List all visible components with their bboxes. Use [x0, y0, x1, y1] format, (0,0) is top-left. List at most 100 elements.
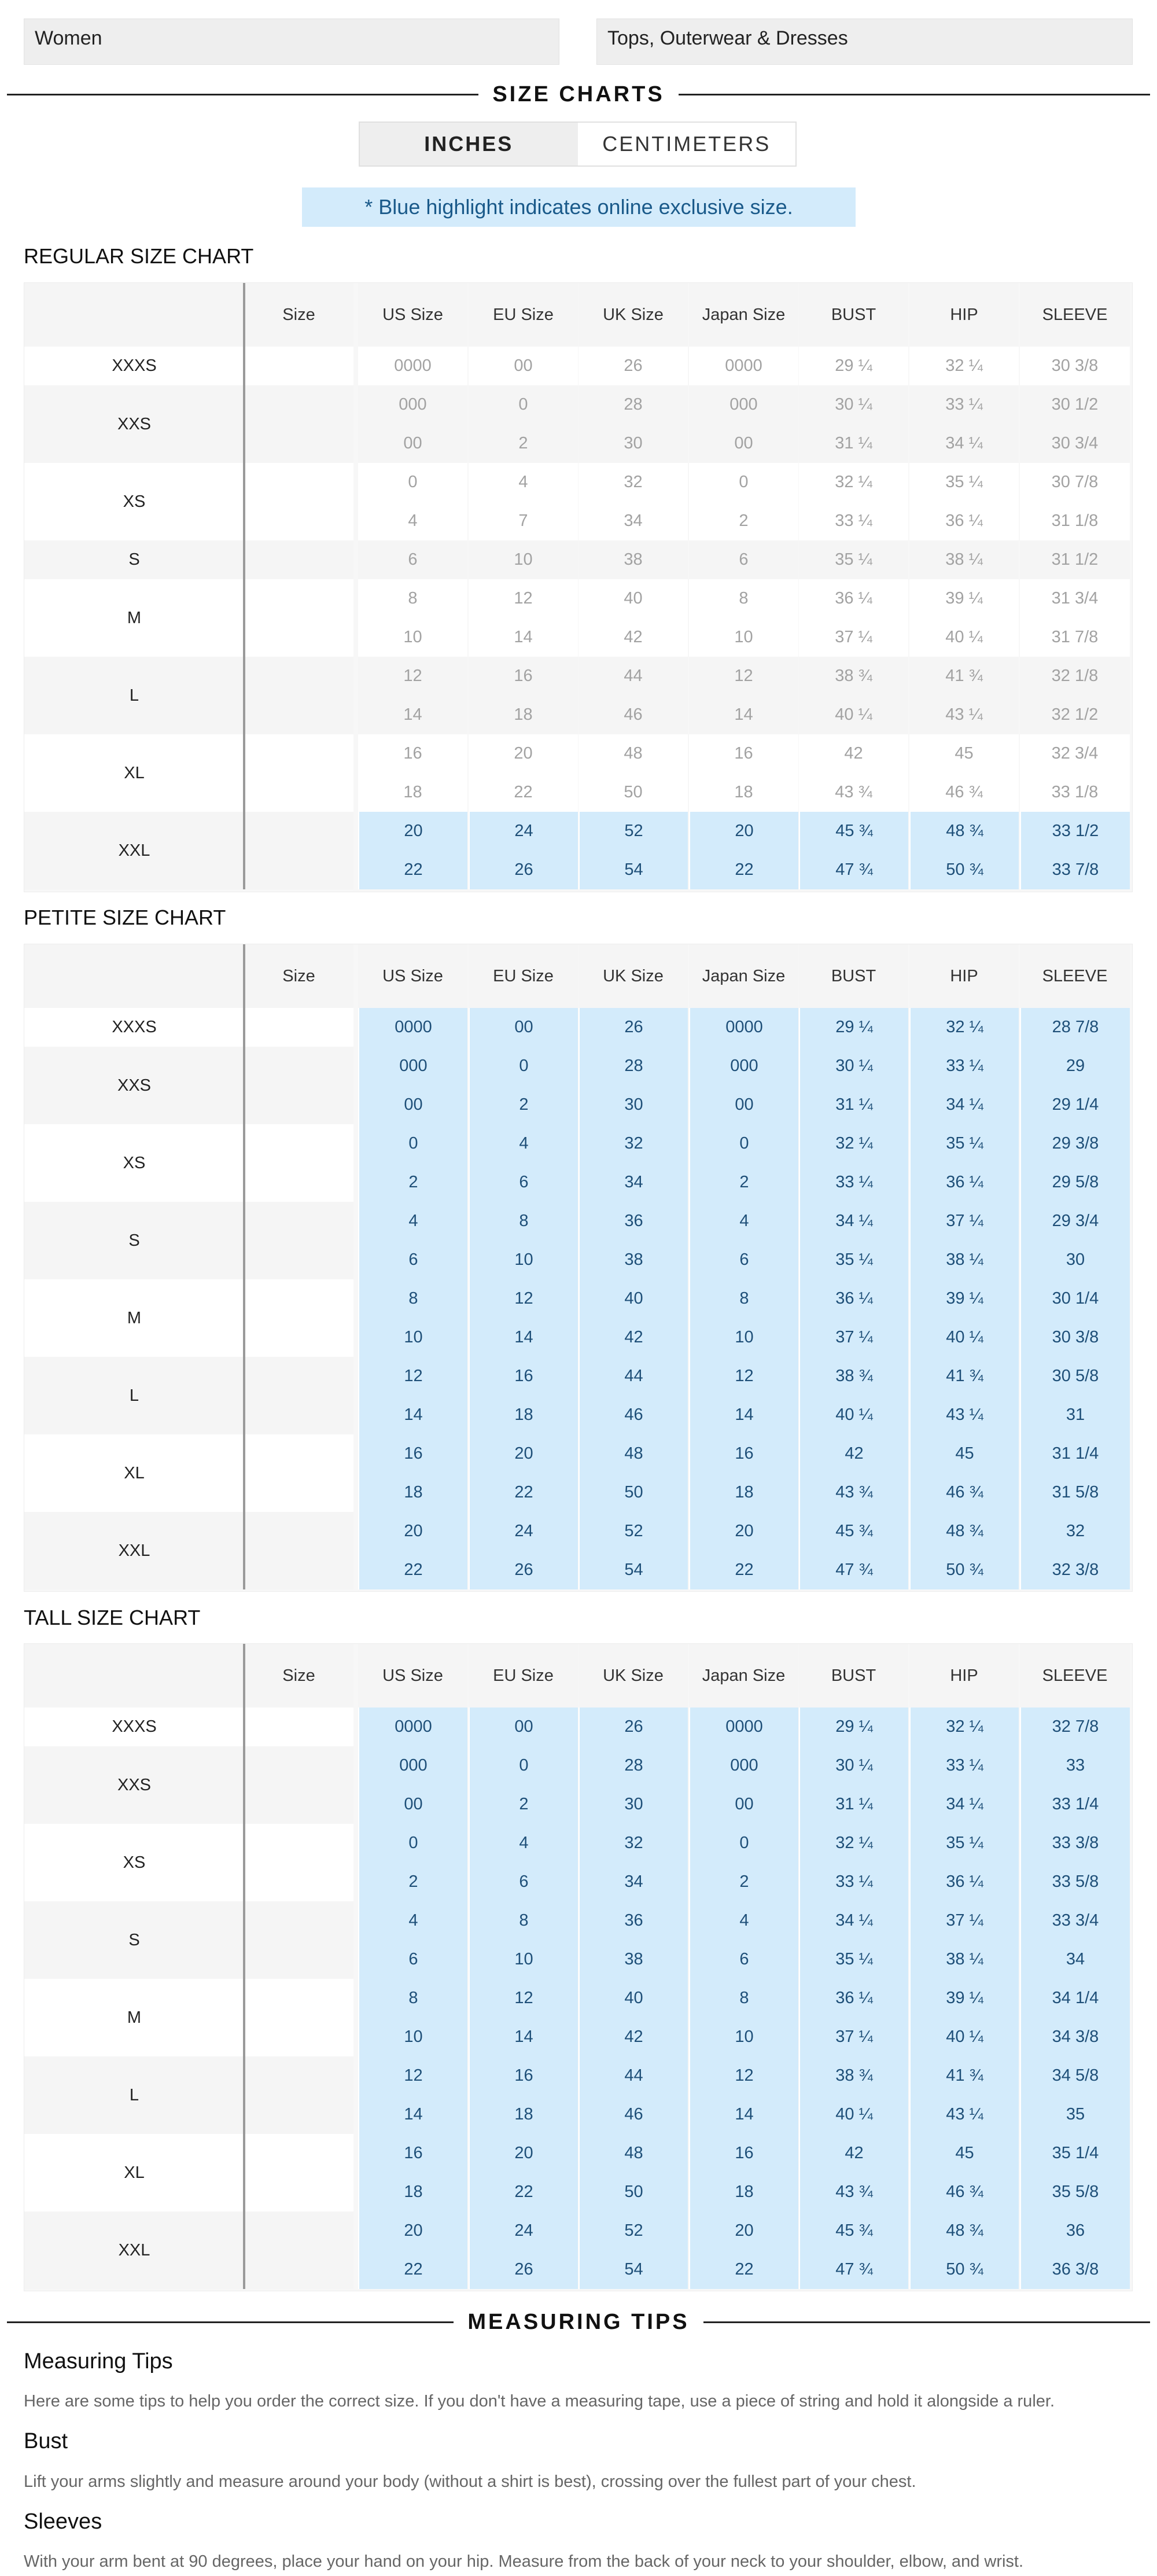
size-spacer — [244, 812, 353, 889]
sleeve-value: 33 — [1020, 1746, 1130, 1785]
hip-value: 48 ¾ — [909, 812, 1019, 851]
japan-size-value: 2 — [689, 1163, 798, 1202]
hip-value: 32 ¼ — [909, 1707, 1019, 1746]
us-size-value: 0000 — [358, 1707, 467, 1746]
size-spacer — [244, 579, 353, 657]
size-label: S — [24, 540, 244, 579]
us-size-value: 14 — [358, 2095, 467, 2134]
eu-size-value: 20 — [469, 2134, 578, 2173]
size-label: XXL — [24, 812, 244, 889]
tall-size-chart: Size US Size EU Size UK Size Japan Size BUST H… — [24, 1643, 1133, 2291]
us-size-value: 10 — [358, 2018, 467, 2056]
hip-value: 39 ¼ — [909, 1979, 1019, 2018]
bust-value: 45 ¾ — [799, 1512, 908, 1551]
uk-size-value: 52 — [578, 2211, 688, 2250]
bust-value: 33 ¼ — [799, 502, 908, 540]
uk-size-value: 34 — [578, 1863, 688, 1901]
size-label: XS — [24, 1124, 244, 1202]
hip-value: 32 ¼ — [909, 347, 1019, 385]
us-size-value: 20 — [358, 2211, 467, 2250]
hip-value: 34 ¼ — [909, 424, 1019, 463]
eu-size-value: 26 — [469, 851, 578, 889]
category-select[interactable]: Tops, Outerwear & Dresses — [596, 19, 1133, 65]
uk-size-value: 26 — [578, 1707, 688, 1746]
eu-size-value: 00 — [469, 1008, 578, 1047]
hip-value: 41 ¾ — [909, 1357, 1019, 1396]
hip-value: 43 ¼ — [909, 1396, 1019, 1434]
japan-size-value: 16 — [689, 734, 798, 773]
hip-value: 48 ¾ — [909, 1512, 1019, 1551]
eu-size-value: 18 — [469, 695, 578, 734]
bust-value: 31 ¼ — [799, 424, 908, 463]
eu-size-value: 6 — [469, 1863, 578, 1901]
hip-value: 34 ¼ — [909, 1085, 1019, 1124]
sleeve-value: 33 5/8 — [1020, 1863, 1130, 1901]
japan-size-value: 18 — [689, 1473, 798, 1512]
uk-size-value: 40 — [578, 1979, 688, 2018]
column-header: Japan Size — [689, 1644, 798, 1707]
size-label: XS — [24, 463, 244, 540]
size-spacer — [244, 1124, 353, 1202]
uk-size-value: 32 — [578, 463, 688, 502]
size-spacer — [244, 1279, 353, 1357]
eu-size-value: 00 — [469, 347, 578, 385]
bust-value: 47 ¾ — [799, 2250, 908, 2289]
size-spacer — [244, 540, 353, 579]
uk-size-value: 28 — [578, 1047, 688, 1085]
eu-size-value: 4 — [469, 463, 578, 502]
size-label: XXXS — [24, 1008, 244, 1047]
eu-size-value: 6 — [469, 1163, 578, 1202]
uk-size-value: 44 — [578, 657, 688, 695]
bust-value: 36 ¼ — [799, 1279, 908, 1318]
hip-value: 46 ¾ — [909, 2173, 1019, 2211]
inches-button[interactable]: INCHES — [360, 123, 578, 165]
hip-value: 37 ¼ — [909, 1901, 1019, 1940]
uk-size-value: 34 — [578, 502, 688, 540]
japan-size-value: 12 — [689, 2056, 798, 2095]
uk-size-value: 46 — [578, 695, 688, 734]
bust-value: 45 ¾ — [799, 812, 908, 851]
eu-size-value: 14 — [469, 2018, 578, 2056]
uk-size-value: 40 — [578, 1279, 688, 1318]
us-size-value: 12 — [358, 657, 467, 695]
bust-value: 38 ¾ — [799, 657, 908, 695]
centimeters-button[interactable]: CENTIMETERS — [577, 123, 795, 165]
bust-value: 37 ¼ — [799, 2018, 908, 2056]
size-label: XS — [24, 1824, 244, 1901]
us-size-value: 0 — [358, 1824, 467, 1863]
bust-value: 34 ¼ — [799, 1202, 908, 1241]
eu-size-value: 16 — [469, 657, 578, 695]
tall-chart-title: TALL SIZE CHART — [24, 1606, 201, 1629]
hip-value: 36 ¼ — [909, 502, 1019, 540]
bust-value: 36 ¼ — [799, 1979, 908, 2018]
bust-value: 40 ¼ — [799, 2095, 908, 2134]
hip-value: 35 ¼ — [909, 1824, 1019, 1863]
column-header: EU Size — [469, 944, 578, 1008]
bust-value: 47 ¾ — [799, 1551, 908, 1589]
gender-select[interactable]: Women — [24, 19, 559, 65]
hip-value: 38 ¼ — [909, 1940, 1019, 1979]
bust-value: 43 ¾ — [799, 773, 908, 812]
sleeve-value: 31 3/4 — [1020, 579, 1130, 618]
sleeve-value: 29 1/4 — [1020, 1085, 1130, 1124]
japan-size-value: 000 — [689, 385, 798, 424]
bust-value: 42 — [799, 1434, 908, 1473]
measuring-tips-heading: MEASURING TIPS — [7, 2305, 1150, 2339]
us-size-value: 6 — [358, 540, 467, 579]
sleeve-value: 31 1/4 — [1020, 1434, 1130, 1473]
japan-size-value: 0 — [689, 463, 798, 502]
japan-size-value: 10 — [689, 618, 798, 657]
sleeve-value: 32 3/8 — [1020, 1551, 1130, 1589]
us-size-value: 2 — [358, 1163, 467, 1202]
column-header: SLEEVE — [1020, 944, 1130, 1008]
uk-size-value: 46 — [578, 1396, 688, 1434]
size-spacer — [244, 1202, 353, 1279]
sleeve-value: 30 3/8 — [1020, 347, 1130, 385]
uk-size-value: 50 — [578, 1473, 688, 1512]
uk-size-value: 30 — [578, 1785, 688, 1824]
uk-size-value: 30 — [578, 424, 688, 463]
size-label: L — [24, 1357, 244, 1434]
eu-size-value: 20 — [469, 734, 578, 773]
eu-size-value: 12 — [469, 579, 578, 618]
size-spacer — [244, 1901, 353, 1979]
